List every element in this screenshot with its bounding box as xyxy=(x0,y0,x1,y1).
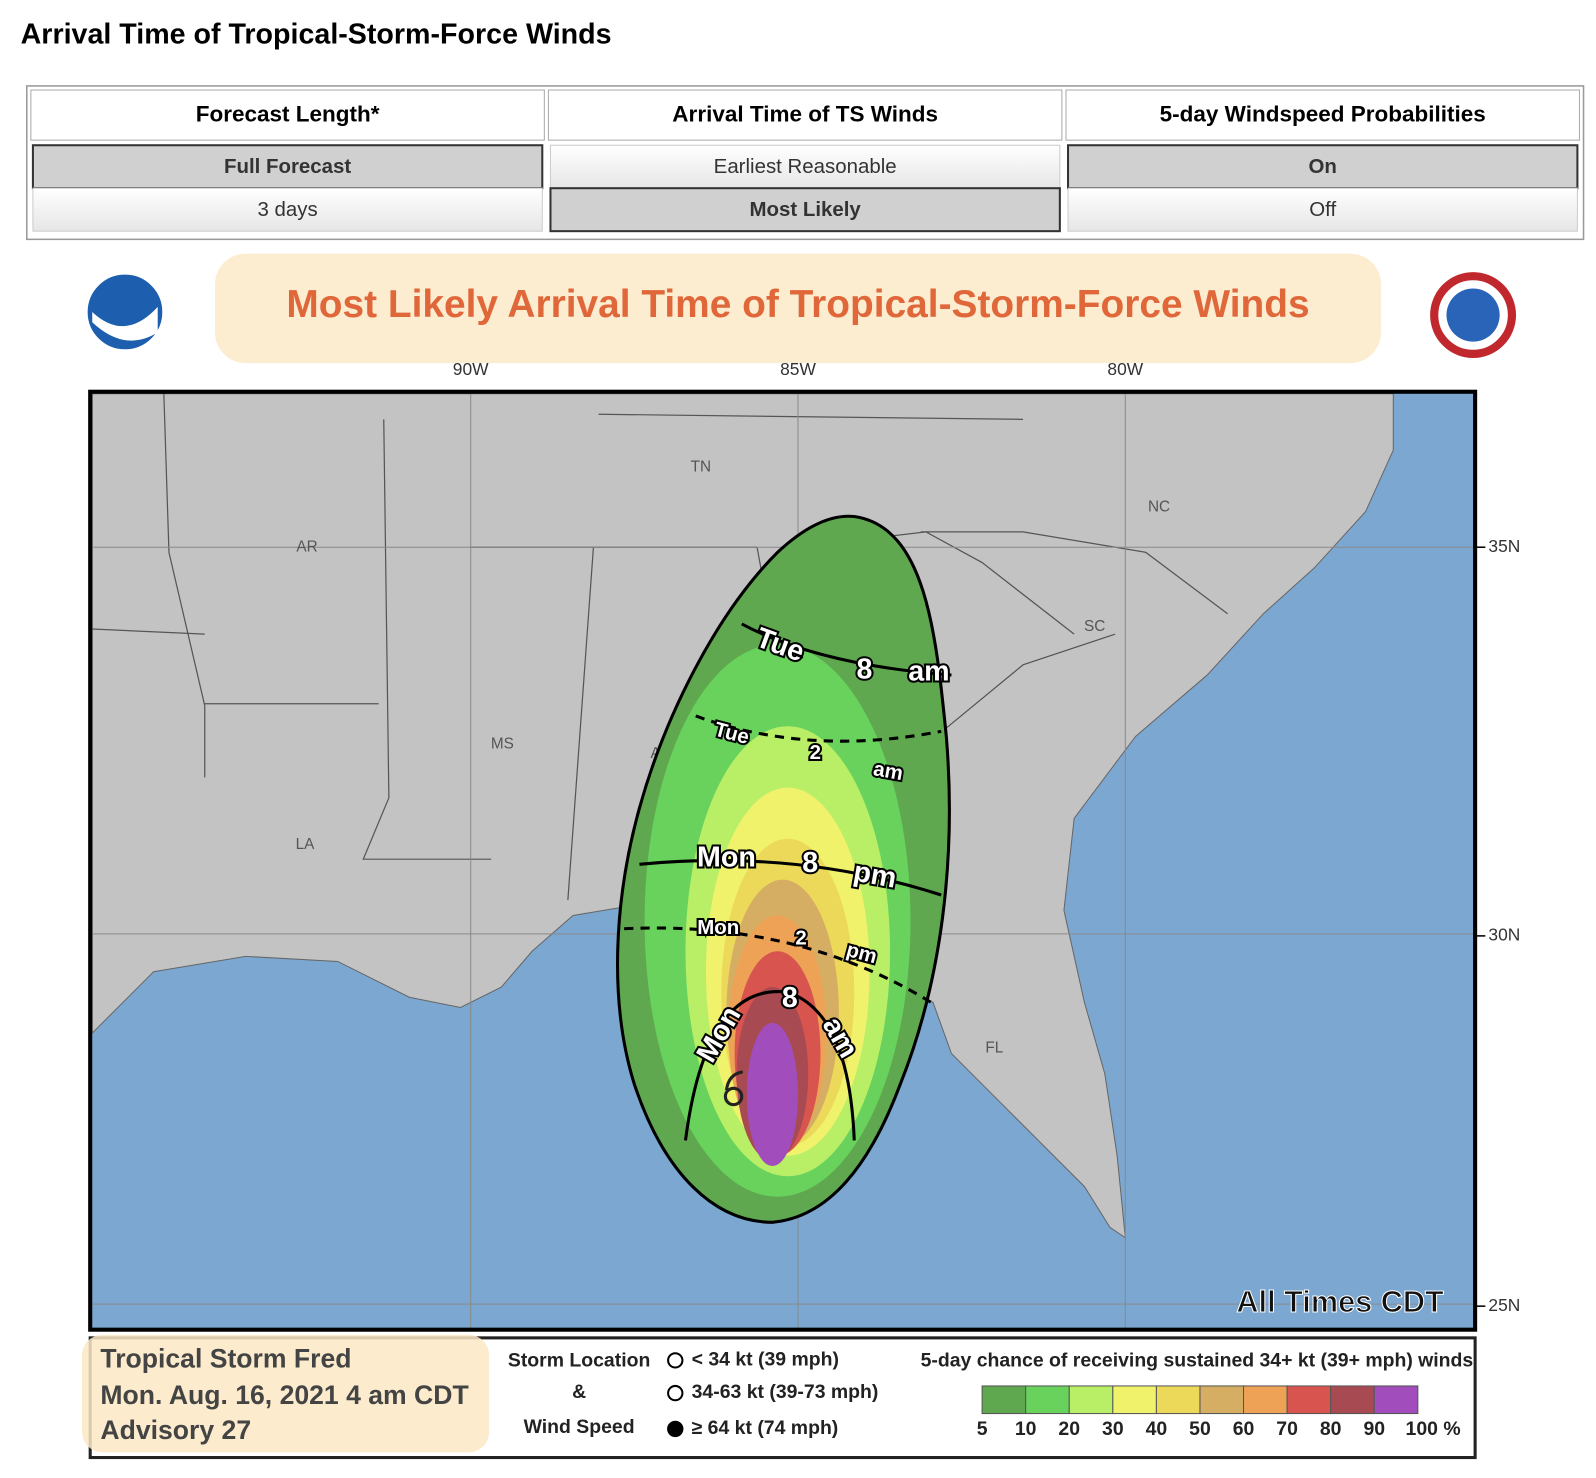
table-header: 5-day Windspeed Probabilities xyxy=(1160,102,1486,127)
time-label: Mon xyxy=(697,842,756,874)
option-button[interactable] xyxy=(32,187,543,232)
option-label[interactable]: On xyxy=(1309,155,1337,178)
state-border xyxy=(567,547,595,901)
arrival-contour xyxy=(683,990,856,1141)
lat-label: 35N xyxy=(1488,536,1520,556)
storm-symbol-tail xyxy=(724,1070,744,1091)
lat-label: 30N xyxy=(1488,924,1520,944)
storm-info: Advisory 27 xyxy=(100,1415,251,1445)
legend-swatch xyxy=(981,1385,1027,1415)
time-label: 2 xyxy=(810,741,821,764)
legend-label: 80 xyxy=(1320,1418,1342,1440)
state-border xyxy=(163,393,206,778)
state-border xyxy=(935,633,1116,737)
state-border xyxy=(362,419,492,860)
legend-swatch xyxy=(1025,1385,1070,1415)
time-label: 8 xyxy=(782,982,798,1014)
lon-label: 90W xyxy=(453,359,489,379)
state-label: TN xyxy=(691,458,711,475)
time-label: am xyxy=(908,656,949,688)
time-label: Mon xyxy=(697,916,739,939)
state-label: SC xyxy=(1084,618,1105,635)
legend-swatch xyxy=(1330,1385,1375,1415)
map-note: All Times CDT xyxy=(1236,1284,1444,1319)
legend-label: 5 xyxy=(977,1418,988,1440)
legend-label: 100 % xyxy=(1406,1418,1461,1440)
option-label[interactable]: Full Forecast xyxy=(224,155,351,178)
nws-logo-inner xyxy=(1446,288,1500,342)
state-border xyxy=(92,628,205,635)
time-label: 8 xyxy=(857,654,873,686)
prob-outline xyxy=(616,514,951,1224)
state-border xyxy=(598,413,1024,420)
legend-swatch xyxy=(1112,1385,1157,1415)
prob-band xyxy=(746,1022,798,1167)
storm-key-item: < 34 kt (39 mph) xyxy=(692,1348,839,1370)
arrival-contour xyxy=(639,858,942,897)
state-label: NC xyxy=(1148,498,1170,515)
legend-swatch xyxy=(1155,1385,1201,1415)
table-header: Forecast Length* xyxy=(196,102,380,127)
state-border xyxy=(920,531,1228,615)
option-label[interactable]: Most Likely xyxy=(750,198,862,221)
storm-key-symbol xyxy=(667,1352,684,1369)
lon-label: 85W xyxy=(780,359,816,379)
legend-label: 90 xyxy=(1363,1418,1385,1440)
option-button[interactable] xyxy=(1067,187,1578,232)
legend-label: 30 xyxy=(1102,1418,1124,1440)
storm-info: Mon. Aug. 16, 2021 4 am CDT xyxy=(100,1380,468,1410)
table-header-cell xyxy=(547,89,1063,141)
legend-swatch xyxy=(1286,1385,1332,1415)
legend-label: 20 xyxy=(1058,1418,1080,1440)
option-label[interactable]: Off xyxy=(1309,198,1336,221)
storm-key-title: & xyxy=(572,1381,586,1403)
arrival-contour xyxy=(624,926,932,1004)
legend-label: 60 xyxy=(1233,1418,1255,1440)
table-header-cell xyxy=(1065,89,1580,141)
state-label: FL xyxy=(985,1039,1003,1056)
storm-highlight xyxy=(82,1334,490,1453)
legend-title: 5-day chance of receiving sustained 34+ … xyxy=(921,1350,1474,1372)
storm-key-item: 34-63 kt (39-73 mph) xyxy=(692,1381,879,1403)
storm-key-symbol xyxy=(667,1420,684,1438)
probability-field xyxy=(617,516,950,1223)
legend-swatch xyxy=(1243,1385,1288,1415)
storm-key-title: Storm Location xyxy=(508,1350,650,1372)
title-highlight xyxy=(214,253,1382,364)
storm-key-title: Wind Speed xyxy=(524,1416,635,1438)
option-button[interactable] xyxy=(549,144,1061,189)
map-frame xyxy=(88,389,1478,1332)
lon-label: 80W xyxy=(1107,359,1143,379)
option-label[interactable]: 3 days xyxy=(257,198,317,221)
storm-info: Tropical Storm Fred xyxy=(100,1343,351,1373)
table-header: Arrival Time of TS Winds xyxy=(672,102,938,127)
noaa-logo-wave xyxy=(92,306,158,341)
legend-swatch xyxy=(1373,1385,1419,1415)
storm-key-item: ≥ 64 kt (74 mph) xyxy=(692,1417,839,1439)
legend-label: 10 xyxy=(1015,1418,1037,1440)
legend-swatch xyxy=(1199,1385,1245,1415)
map-title: Most Likely Arrival Time of Tropical-Sto… xyxy=(286,283,1309,326)
arrival-contour xyxy=(741,622,952,677)
legend-swatch xyxy=(1068,1385,1114,1415)
arrival-contour xyxy=(695,714,942,743)
legend-label: 70 xyxy=(1276,1418,1298,1440)
option-label[interactable]: Earliest Reasonable xyxy=(714,155,897,178)
state-label: AR xyxy=(296,538,317,555)
time-label: 2 xyxy=(795,926,806,949)
state-label: LA xyxy=(296,836,316,853)
state-label: MS xyxy=(491,736,514,753)
page-title: Arrival Time of Tropical-Storm-Force Win… xyxy=(21,18,612,50)
legend-label: 40 xyxy=(1146,1418,1168,1440)
lat-label: 25N xyxy=(1488,1295,1520,1315)
storm-key-symbol xyxy=(667,1384,684,1402)
option-button[interactable] xyxy=(549,187,1061,233)
storm-symbol xyxy=(723,1086,744,1107)
legend-label: 50 xyxy=(1189,1418,1211,1440)
time-label: 8 xyxy=(802,847,818,879)
table-header-cell xyxy=(30,89,545,141)
